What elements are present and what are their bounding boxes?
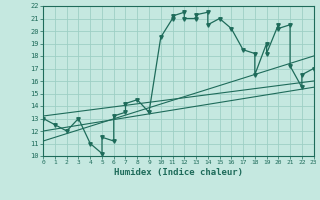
X-axis label: Humidex (Indice chaleur): Humidex (Indice chaleur) [114, 168, 243, 177]
